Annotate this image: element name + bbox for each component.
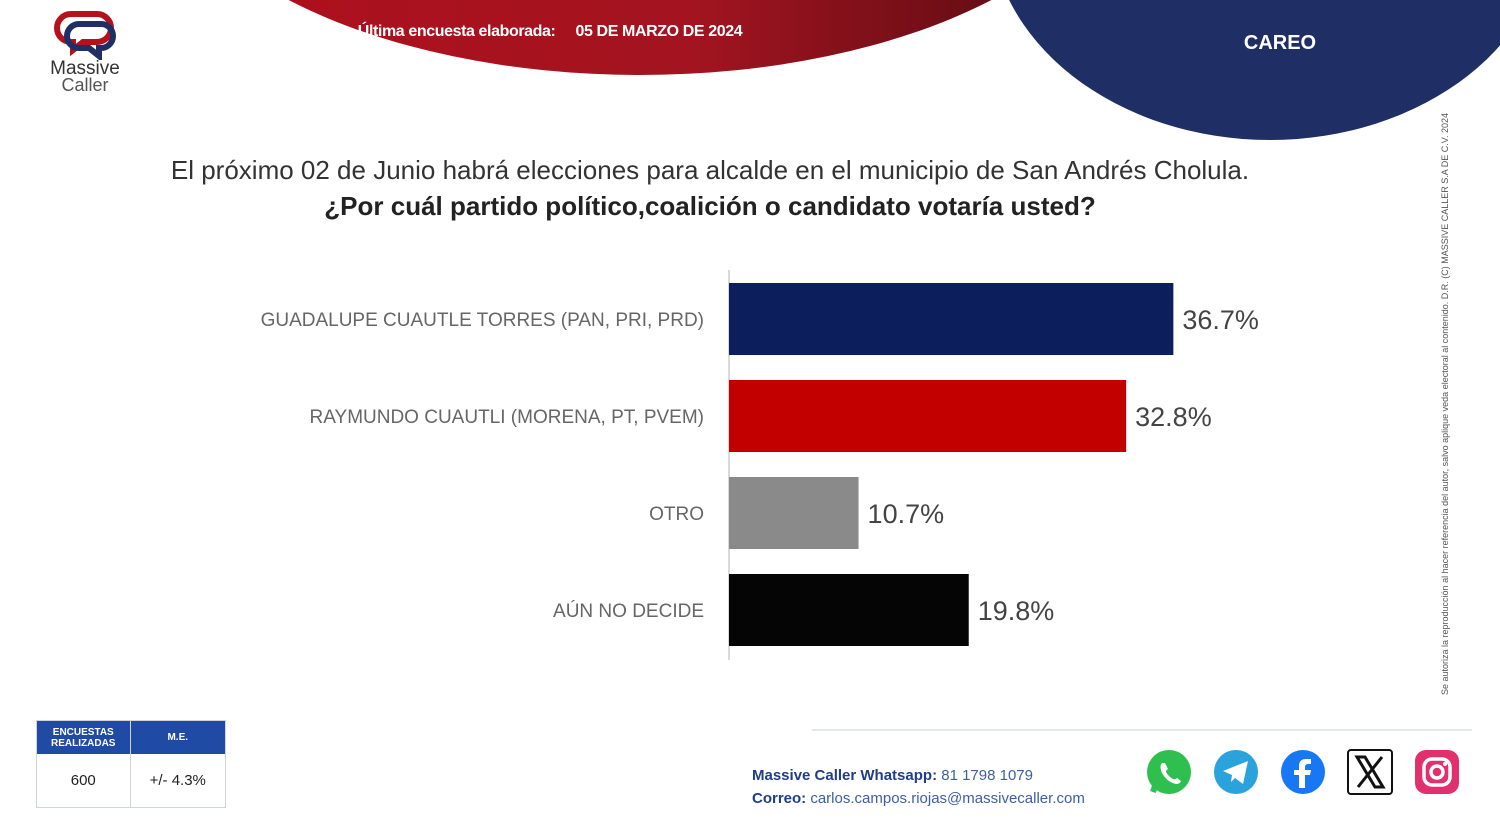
whatsapp-number[interactable]: 81 1798 1079: [941, 767, 1033, 784]
contact-info: Massive Caller Whatsapp: 81 1798 1079 Co…: [752, 764, 1085, 810]
instagram-icon[interactable]: [1413, 748, 1461, 796]
facebook-icon[interactable]: [1279, 748, 1327, 796]
logo-line2: Caller: [61, 75, 109, 95]
value-label-2: 32.8%: [1135, 402, 1212, 432]
email-address[interactable]: carlos.campos.riojas@massivecaller.com: [810, 790, 1085, 807]
value-label-3: 10.7%: [868, 499, 945, 529]
bar-3: [729, 477, 859, 549]
footer-divider: [812, 729, 1472, 731]
category-label-4: AÚN NO DECIDE: [553, 600, 704, 622]
whatsapp-icon[interactable]: [1145, 748, 1193, 796]
logo-icon: [54, 11, 116, 60]
question-line2: ¿Por cuál partido político,coalición o c…: [324, 191, 1096, 221]
last-survey-info: Última encuesta elaborada: 05 DE MARZO D…: [0, 23, 1100, 41]
section-label: CAREO: [1243, 32, 1317, 54]
margin-header: M.E.: [167, 732, 189, 743]
bar-1: [729, 283, 1174, 355]
bar-2: [729, 380, 1127, 452]
whatsapp-label: Massive Caller Whatsapp:: [752, 767, 938, 784]
last-survey-date: 05 DE MARZO DE 2024: [575, 23, 743, 40]
massive-caller-logo: Massive Caller: [30, 8, 140, 95]
surveys-value: 600: [37, 754, 131, 807]
telegram-icon[interactable]: [1212, 748, 1260, 796]
social-icons: [1145, 748, 1461, 796]
survey-summary-table: ENCUESTAS REALIZADAS M.E. 600 +/- 4.3%: [36, 720, 226, 808]
bar-4: [729, 574, 969, 646]
logo-line1: Massive: [50, 58, 120, 79]
category-label-2: RAYMUNDO CUAUTLI (MORENA, PT, PVEM): [310, 407, 704, 428]
category-label-1: GUADALUPE CUAUTLE TORRES (PAN, PRI, PRD): [261, 310, 704, 331]
legal-notice: Se autoriza la reproducción al hacer ref…: [1440, 113, 1470, 695]
category-label-3: OTRO: [649, 504, 704, 525]
value-label-4: 19.8%: [978, 596, 1055, 626]
last-survey-label: Última encuesta elaborada:: [357, 23, 556, 40]
x-icon[interactable]: [1346, 748, 1394, 796]
surveys-header: ENCUESTAS REALIZADAS: [37, 721, 131, 754]
value-label-1: 36.7%: [1182, 305, 1259, 335]
email-label: Correo:: [752, 790, 807, 807]
question-line1: El próximo 02 de Junio habrá elecciones …: [170, 155, 1250, 185]
margin-value: +/- 4.3%: [149, 772, 206, 789]
legal-text: Se autoriza la reproducción al hacer ref…: [1440, 113, 1450, 695]
